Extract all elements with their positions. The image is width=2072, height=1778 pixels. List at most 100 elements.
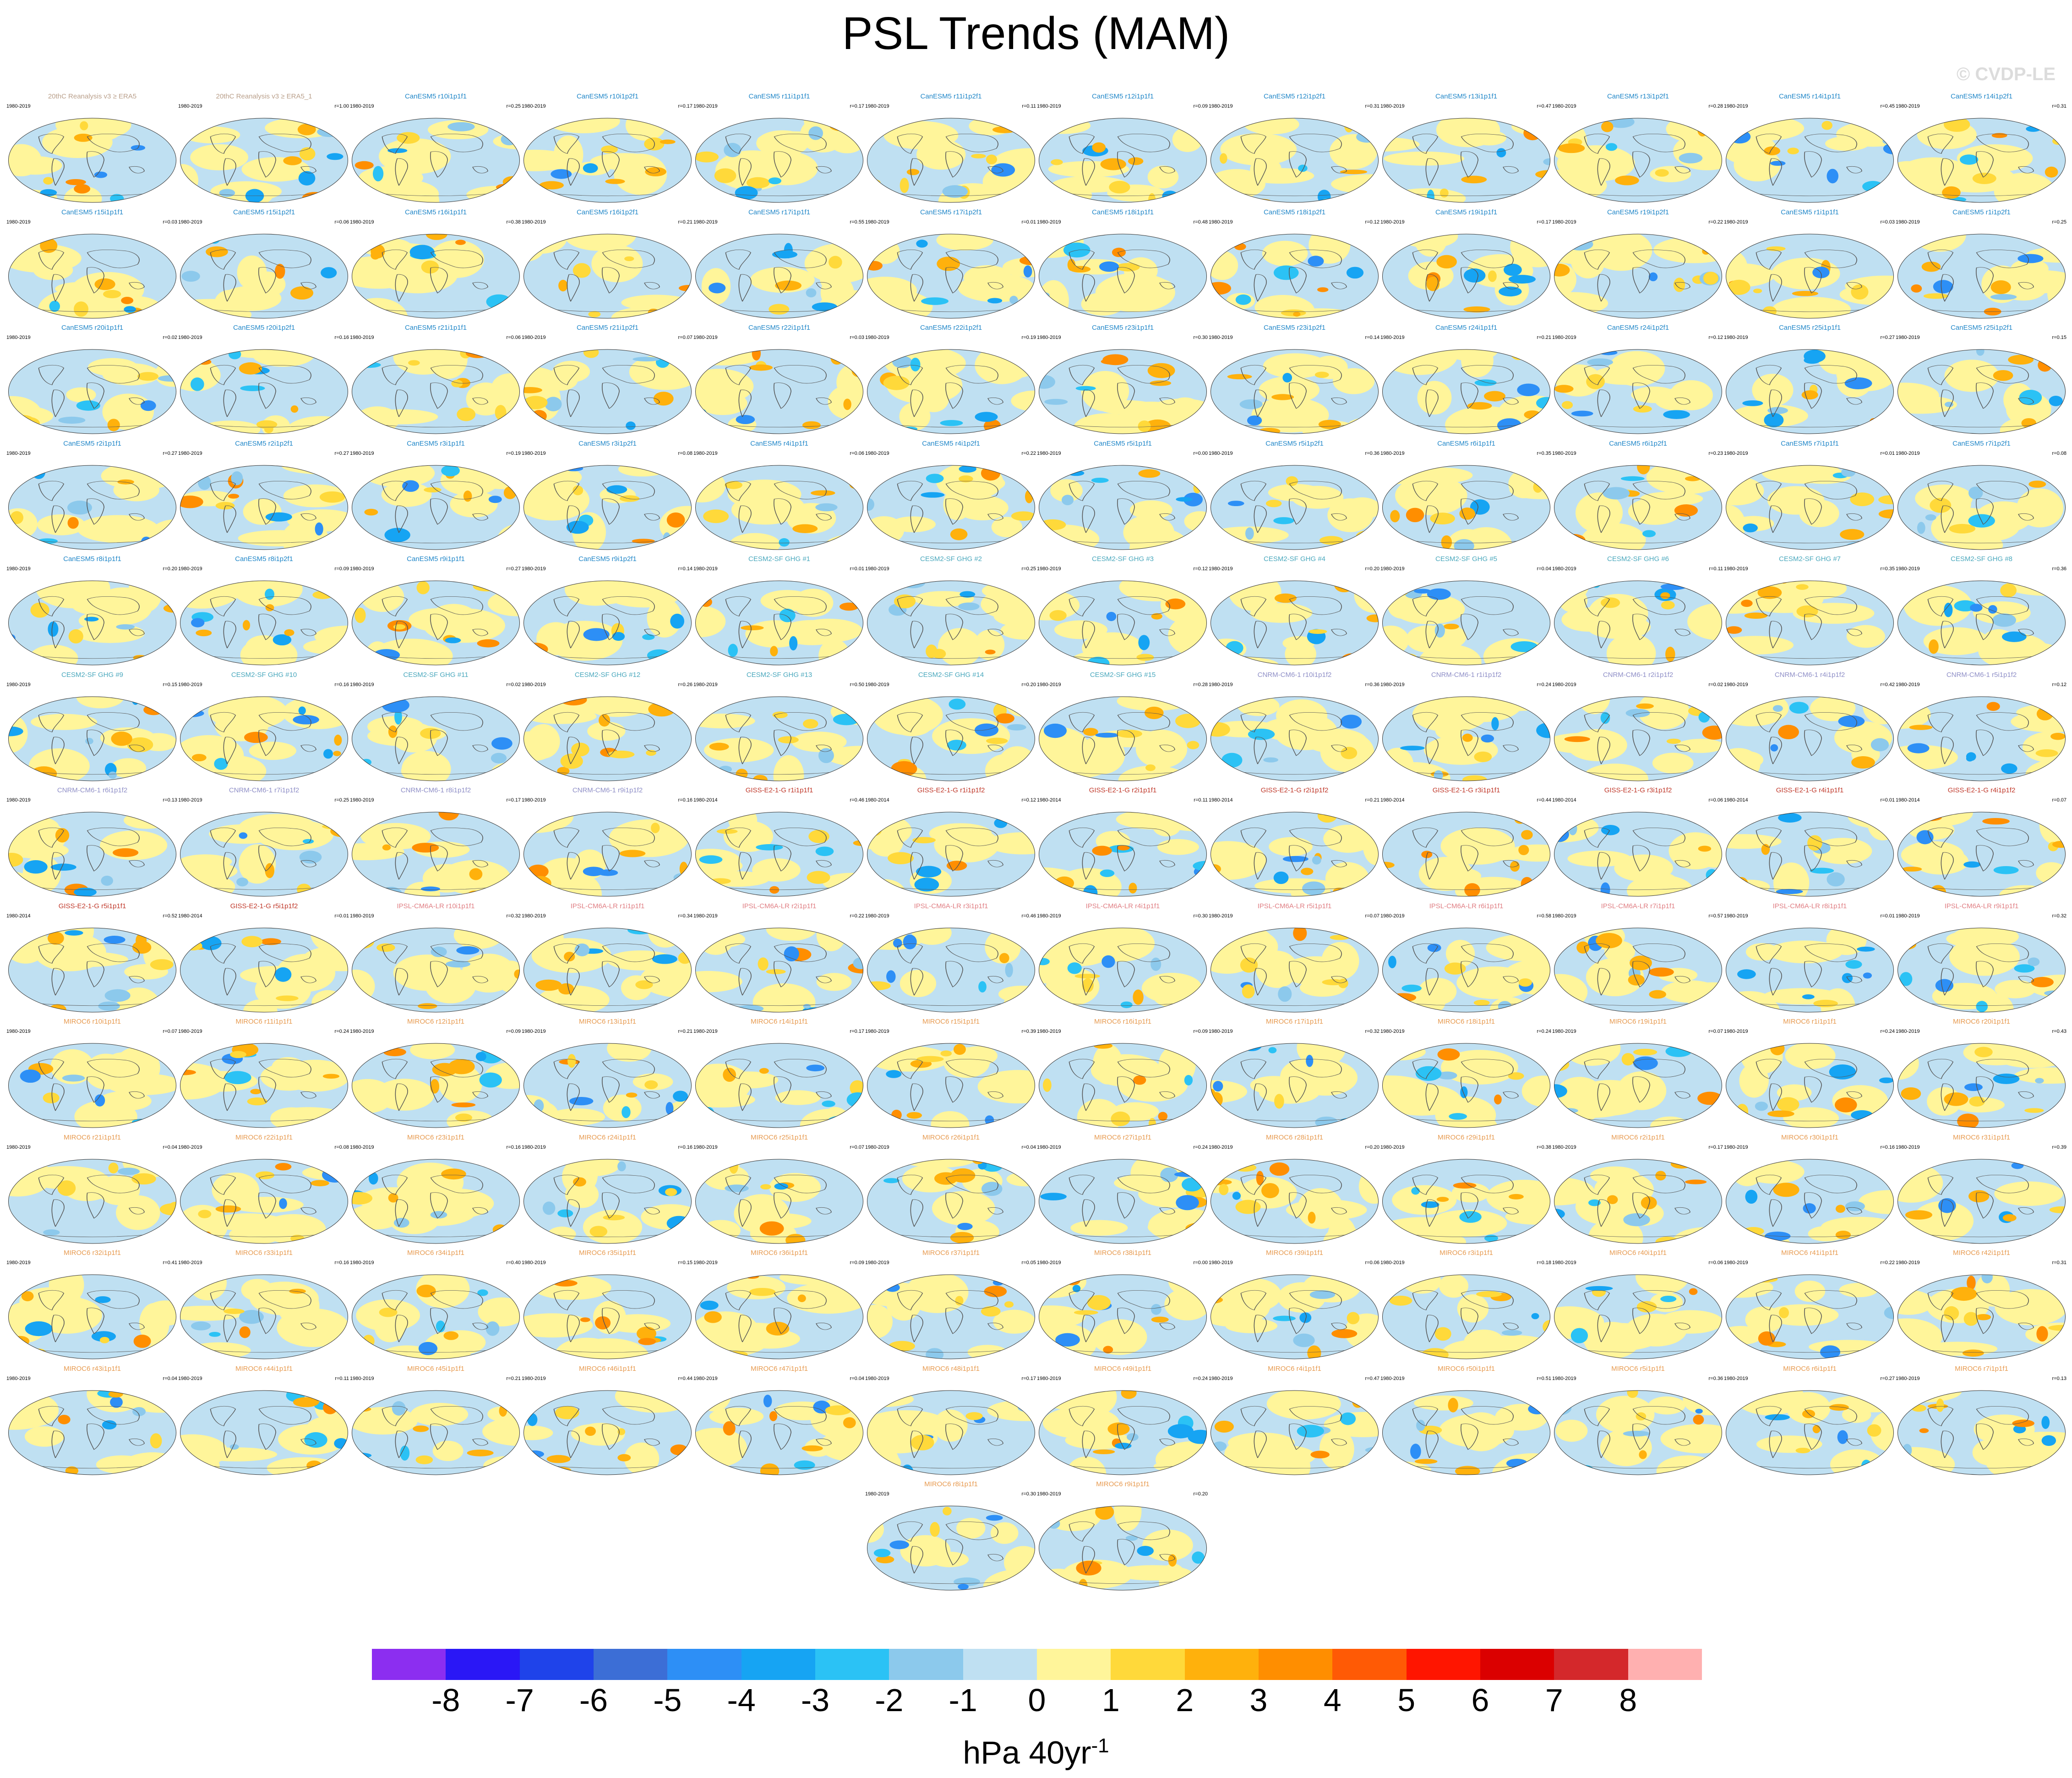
map-svg xyxy=(352,927,520,1012)
trend-blob xyxy=(910,357,921,371)
coastline xyxy=(553,1174,580,1195)
map-svg xyxy=(867,1043,1035,1128)
map-svg xyxy=(867,927,1035,1012)
trend-blob xyxy=(1358,424,1369,434)
trend-blob xyxy=(21,1291,34,1302)
trend-blob xyxy=(1508,1072,1524,1080)
map-panel: MIROC6 r44i1p1f1 1980-2019 r=0.11 xyxy=(178,1364,350,1478)
coastline xyxy=(602,828,655,846)
trend-blob xyxy=(1508,1194,1524,1200)
panel-period: 1980-2019 xyxy=(1552,1144,1576,1150)
coastline xyxy=(1597,736,1610,764)
coastline xyxy=(1461,1308,1478,1334)
coastline xyxy=(1632,382,1650,409)
coastline xyxy=(897,1058,923,1079)
map-background xyxy=(867,1159,1035,1244)
panel-correlation: r=0.31 xyxy=(2052,1260,2067,1265)
coastline xyxy=(816,397,832,405)
map-panel: CanESM5 r23i1p2f1 1980-2019 r=0.14 xyxy=(1209,323,1380,437)
trend-blob xyxy=(900,970,937,997)
panel-title: CanESM5 r9i1p2f1 xyxy=(578,555,637,563)
trend-blob xyxy=(720,234,730,238)
map-svg xyxy=(1898,1159,2066,1244)
trend-blob xyxy=(1368,1392,1379,1406)
map-svg xyxy=(352,580,520,665)
map-border xyxy=(1039,1390,1207,1475)
panel-correlation: r=0.11 xyxy=(1194,797,1208,803)
trend-blob xyxy=(574,943,590,956)
map-svg xyxy=(1210,118,1379,203)
coastline xyxy=(1072,194,1173,196)
coastline xyxy=(223,1430,236,1458)
trend-blob xyxy=(80,121,88,131)
panel-correlation: r=0.21 xyxy=(678,1029,693,1034)
coastline xyxy=(553,133,580,154)
trend-blob xyxy=(1239,399,1263,409)
panel-correlation: r=0.47 xyxy=(1537,104,1552,109)
trend-blob xyxy=(370,1159,382,1165)
panel-correlation: r=0.14 xyxy=(1365,335,1380,340)
coastline xyxy=(300,513,316,521)
coastline xyxy=(1503,397,1519,405)
trend-blob xyxy=(27,1118,36,1128)
coastline xyxy=(1461,498,1478,525)
trend-blob xyxy=(914,878,939,892)
trend-blob xyxy=(1301,867,1314,875)
colorbar-box xyxy=(815,1649,889,1680)
trend-blob xyxy=(1023,265,1032,278)
trend-blob xyxy=(1210,282,1231,295)
panel-title: CanESM5 r5i1p2f1 xyxy=(1265,439,1324,447)
map-svg xyxy=(1039,1505,1207,1591)
trend-blob xyxy=(1907,743,1930,753)
coastline xyxy=(1289,729,1307,756)
trend-blob xyxy=(1248,728,1275,740)
map-border xyxy=(8,118,176,203)
coastline xyxy=(725,943,752,964)
coastline xyxy=(900,1234,1002,1237)
coastline xyxy=(472,860,488,867)
trend-blob xyxy=(564,581,627,606)
map-border xyxy=(867,234,1035,318)
trend-blob xyxy=(1282,856,1309,862)
trend-blob xyxy=(542,1201,556,1215)
coastline xyxy=(1072,1350,1173,1353)
trend-blob xyxy=(876,1555,894,1564)
trend-blob xyxy=(1308,255,1324,267)
map-panel: GISS-E2-1-G r3i1p1f1 1980-2014 r=0.44 xyxy=(1380,785,1552,900)
map-panel: MIROC6 r24i1p1f1 1980-2019 r=0.16 xyxy=(522,1133,693,1247)
panel-period: 1980-2019 xyxy=(1724,566,1748,572)
panel-period: 1980-2019 xyxy=(178,1260,202,1265)
panel-title: CESM2-SF GHG #13 xyxy=(746,671,812,679)
coastline xyxy=(1117,1522,1170,1540)
trend-blob xyxy=(1903,585,1972,626)
coastline xyxy=(87,960,104,987)
trend-blob xyxy=(22,855,61,893)
panel-period: 1980-2019 xyxy=(1037,335,1061,340)
trend-blob xyxy=(573,262,591,278)
trend-blob xyxy=(103,289,121,298)
trend-blob xyxy=(1067,258,1075,271)
coastline xyxy=(644,744,660,752)
trend-blob xyxy=(960,591,976,598)
map-border xyxy=(352,580,520,665)
coastline xyxy=(1769,389,1782,417)
trend-blob xyxy=(2056,474,2066,484)
coastline xyxy=(1412,596,1439,616)
coastline xyxy=(910,1083,923,1111)
coastline xyxy=(300,860,316,867)
trend-blob xyxy=(1518,978,1532,987)
coastline xyxy=(602,1059,655,1078)
trend-blob xyxy=(1674,504,1698,517)
coastline xyxy=(1976,267,1994,294)
coastline xyxy=(1584,365,1610,385)
coastline xyxy=(210,712,236,732)
map-svg xyxy=(695,812,863,897)
trend-blob xyxy=(1125,1535,1138,1541)
trend-blob xyxy=(67,500,92,515)
trend-blob xyxy=(236,878,248,887)
trend-blob xyxy=(101,875,113,886)
map-svg xyxy=(1898,465,2066,550)
trend-blob xyxy=(1919,1428,1929,1433)
coastline xyxy=(816,1322,832,1330)
trend-blob xyxy=(1463,306,1490,312)
